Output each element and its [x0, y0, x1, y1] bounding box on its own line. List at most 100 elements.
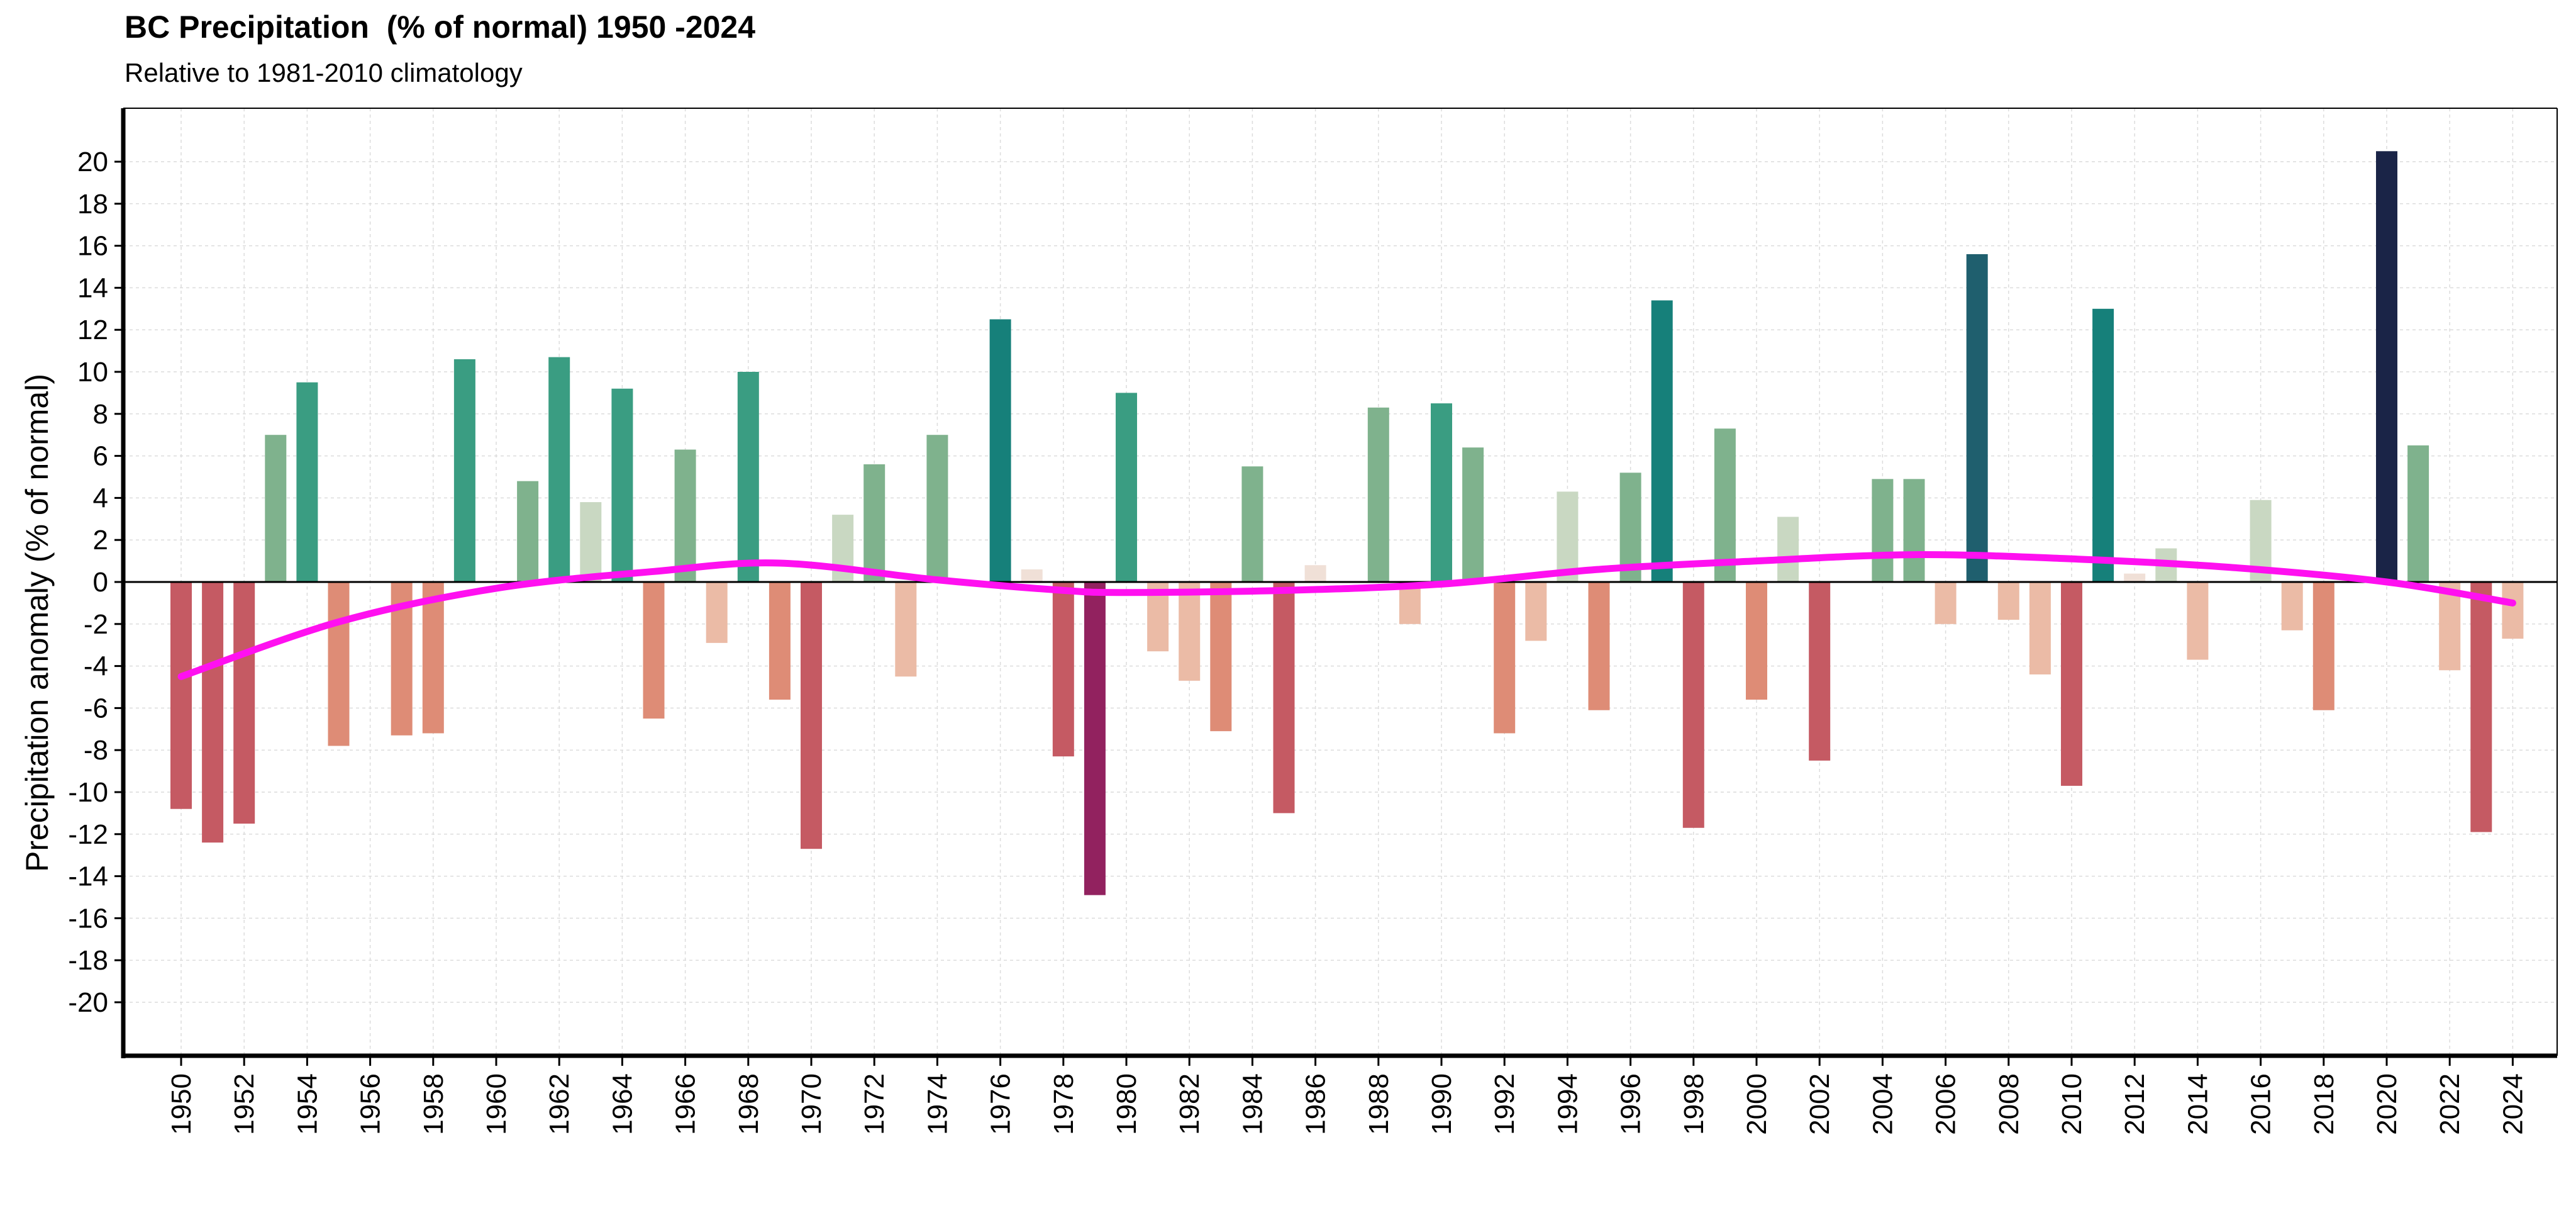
bar-1951	[202, 582, 224, 843]
bar-1958	[422, 582, 444, 734]
bar-1993	[1525, 582, 1547, 641]
bar-1994	[1557, 491, 1579, 582]
bar-1988	[1367, 407, 1389, 582]
x-tick-label: 1970	[796, 1073, 827, 1135]
y-tick-label: -2	[84, 609, 108, 640]
x-tick-label: 2008	[1994, 1073, 2024, 1135]
bar-2009	[2029, 582, 2051, 674]
x-tick-label: 1962	[544, 1073, 575, 1135]
bar-1953	[265, 435, 287, 582]
bar-1962	[548, 357, 570, 582]
bar-2017	[2281, 582, 2303, 630]
bar-2018	[2312, 582, 2334, 710]
bar-1970	[801, 582, 822, 849]
bar-1983	[1210, 582, 1232, 732]
y-tick-label: -18	[68, 945, 108, 976]
x-axis-ticks: 1950 1952 1954 1956 1958 1960 1962 1964 1966 1968…	[166, 1056, 2528, 1135]
x-tick-label: 1966	[670, 1073, 701, 1135]
bar-1976	[989, 319, 1011, 582]
y-tick-label: -6	[84, 693, 108, 724]
y-tick-label: 4	[93, 483, 108, 513]
x-tick-label: 1952	[229, 1073, 260, 1135]
x-tick-label: 1976	[985, 1073, 1016, 1135]
bar-1985	[1273, 582, 1295, 814]
y-tick-label: 18	[77, 189, 108, 220]
bar-2001	[1777, 517, 1799, 582]
y-axis-label: Precipitation anomaly (% of normal)	[19, 374, 55, 872]
x-tick-label: 1950	[166, 1073, 197, 1135]
y-tick-label: -4	[84, 651, 108, 682]
x-tick-label: 1980	[1111, 1073, 1142, 1135]
bar-1952	[233, 582, 255, 824]
x-tick-label: 1956	[355, 1073, 386, 1135]
x-tick-label: 2014	[2182, 1073, 2213, 1135]
bars-layer	[170, 151, 2524, 895]
x-tick-label: 1972	[859, 1073, 890, 1135]
bar-1959	[453, 359, 475, 582]
y-tick-label: 8	[93, 399, 108, 430]
y-tick-label: -8	[84, 735, 108, 766]
bar-1955	[328, 582, 350, 746]
x-tick-label: 1964	[607, 1073, 638, 1135]
bar-2023	[2470, 582, 2492, 832]
bar-1973	[895, 582, 917, 677]
x-tick-label: 2012	[2119, 1073, 2150, 1135]
x-tick-label: 1990	[1426, 1073, 1457, 1135]
x-tick-label: 2020	[2372, 1073, 2402, 1135]
y-tick-label: 10	[77, 357, 108, 388]
bar-1963	[580, 502, 602, 582]
bar-1969	[769, 582, 791, 700]
x-tick-label: 1978	[1048, 1073, 1079, 1135]
x-tick-label: 1968	[733, 1073, 764, 1135]
bar-2002	[1809, 582, 1831, 761]
y-tick-label: 6	[93, 441, 108, 472]
bar-2010	[2061, 582, 2082, 786]
bar-1978	[1052, 582, 1074, 757]
x-tick-label: 2016	[2246, 1073, 2277, 1135]
bar-1965	[643, 582, 665, 719]
bar-1991	[1462, 447, 1484, 582]
y-axis-ticks: 20181614121086420-2-4-6-8-10-12-14-16-18…	[68, 147, 123, 1018]
y-tick-label: -16	[68, 903, 108, 934]
x-tick-label: 1986	[1301, 1073, 1331, 1135]
bar-2021	[2407, 445, 2429, 582]
y-tick-label: -10	[68, 777, 108, 808]
y-tick-label: 16	[77, 231, 108, 262]
x-tick-label: 1958	[418, 1073, 449, 1135]
bar-1982	[1179, 582, 1201, 681]
trend-line	[177, 551, 2516, 680]
bar-1997	[1651, 300, 1673, 582]
bar-2004	[1872, 479, 1894, 582]
x-tick-label: 2002	[1804, 1073, 1835, 1135]
x-tick-label: 2010	[2057, 1073, 2087, 1135]
x-tick-label: 1960	[481, 1073, 512, 1135]
bar-1950	[170, 582, 192, 809]
x-tick-label: 1988	[1363, 1073, 1394, 1135]
bar-1990	[1431, 403, 1452, 582]
chart-subtitle: Relative to 1981-2010 climatology	[125, 58, 523, 87]
bar-2008	[1997, 582, 2019, 620]
bar-1974	[926, 435, 948, 582]
x-tick-label: 1994	[1552, 1073, 1583, 1135]
bar-1961	[517, 481, 539, 582]
bar-1992	[1494, 582, 1516, 734]
bar-2000	[1746, 582, 1767, 700]
bar-1968	[737, 372, 759, 582]
bar-1977	[1021, 569, 1043, 582]
bar-1980	[1116, 393, 1137, 582]
y-tick-label: 14	[77, 272, 108, 303]
x-tick-label: 2000	[1741, 1073, 1772, 1135]
plot-frame	[121, 108, 2558, 1058]
bar-2022	[2439, 582, 2461, 671]
x-tick-label: 2022	[2434, 1073, 2465, 1135]
bar-1995	[1588, 582, 1610, 710]
y-tick-label: -12	[68, 819, 108, 850]
bar-1979	[1084, 582, 1106, 895]
y-tick-label: -14	[68, 861, 108, 892]
bar-2005	[1903, 479, 1925, 582]
bar-2014	[2187, 582, 2209, 660]
x-tick-label: 1984	[1237, 1073, 1268, 1135]
x-tick-label: 1992	[1489, 1073, 1520, 1135]
bar-1954	[296, 382, 318, 582]
